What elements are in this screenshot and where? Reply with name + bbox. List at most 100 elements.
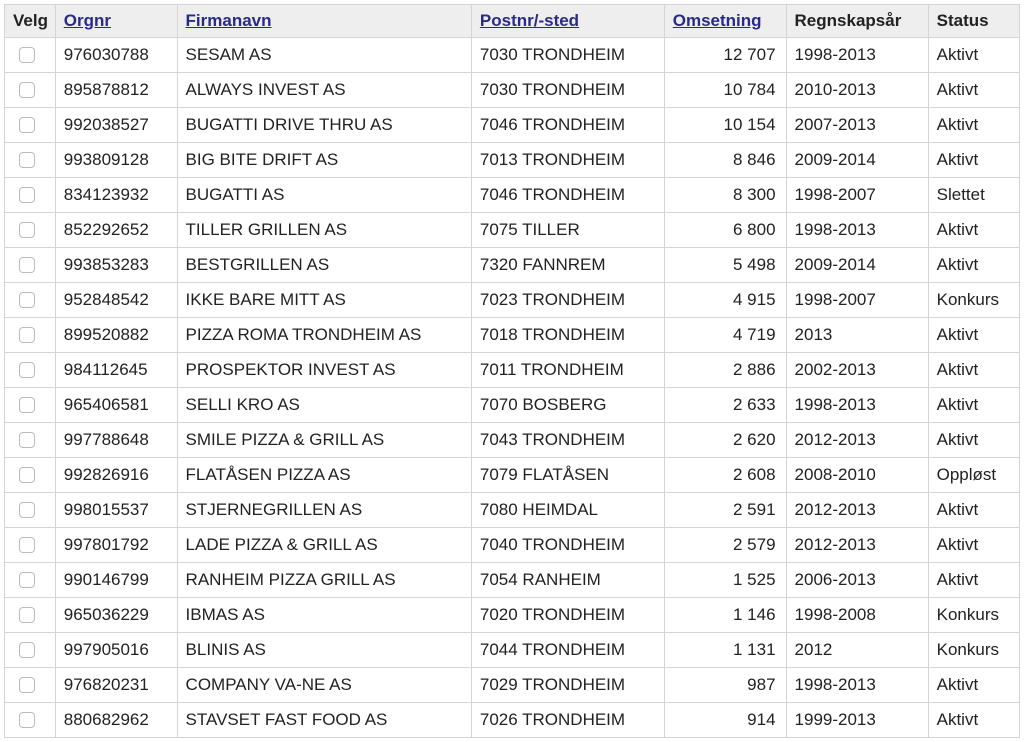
omsetning-cell: 987 xyxy=(664,668,786,703)
postnr-cell: 7079 FLATÅSEN xyxy=(471,458,664,493)
table-row: 992038527BUGATTI DRIVE THRU AS7046 TROND… xyxy=(5,108,1020,143)
select-checkbox[interactable] xyxy=(19,502,35,518)
omsetning-cell: 1 131 xyxy=(664,633,786,668)
regnskap-cell: 2007-2013 xyxy=(786,108,928,143)
omsetning-cell: 8 300 xyxy=(664,178,786,213)
table-row: 952848542IKKE BARE MITT AS7023 TRONDHEIM… xyxy=(5,283,1020,318)
postnr-cell: 7054 RANHEIM xyxy=(471,563,664,598)
status-cell: Aktivt xyxy=(928,493,1019,528)
regnskap-cell: 1998-2008 xyxy=(786,598,928,633)
select-checkbox[interactable] xyxy=(19,187,35,203)
select-checkbox[interactable] xyxy=(19,712,35,728)
regnskap-cell: 2008-2010 xyxy=(786,458,928,493)
regnskap-cell: 2012-2013 xyxy=(786,528,928,563)
orgnr-cell: 852292652 xyxy=(55,213,177,248)
select-checkbox[interactable] xyxy=(19,327,35,343)
col-status: Status xyxy=(928,5,1019,38)
regnskap-cell: 2006-2013 xyxy=(786,563,928,598)
regnskap-cell: 1998-2007 xyxy=(786,178,928,213)
select-checkbox[interactable] xyxy=(19,397,35,413)
col-postnr[interactable]: Postnr/-sted xyxy=(471,5,664,38)
status-cell: Slettet xyxy=(928,178,1019,213)
postnr-cell: 7320 FANNREM xyxy=(471,248,664,283)
table-row: 976030788SESAM AS7030 TRONDHEIM12 707199… xyxy=(5,38,1020,73)
orgnr-cell: 834123932 xyxy=(55,178,177,213)
status-cell: Aktivt xyxy=(928,213,1019,248)
regnskap-cell: 1999-2013 xyxy=(786,703,928,738)
firmanavn-cell: SESAM AS xyxy=(177,38,471,73)
col-velg: Velg xyxy=(5,5,56,38)
select-checkbox[interactable] xyxy=(19,222,35,238)
select-checkbox[interactable] xyxy=(19,292,35,308)
select-cell xyxy=(5,108,56,143)
col-omsetning[interactable]: Omsetning xyxy=(664,5,786,38)
orgnr-cell: 993809128 xyxy=(55,143,177,178)
firmanavn-cell: STAVSET FAST FOOD AS xyxy=(177,703,471,738)
select-checkbox[interactable] xyxy=(19,677,35,693)
select-cell xyxy=(5,703,56,738)
orgnr-cell: 992038527 xyxy=(55,108,177,143)
postnr-cell: 7046 TRONDHEIM xyxy=(471,178,664,213)
orgnr-cell: 895878812 xyxy=(55,73,177,108)
select-cell xyxy=(5,563,56,598)
select-checkbox[interactable] xyxy=(19,607,35,623)
status-cell: Aktivt xyxy=(928,318,1019,353)
select-checkbox[interactable] xyxy=(19,257,35,273)
firmanavn-cell: IBMAS AS xyxy=(177,598,471,633)
select-cell xyxy=(5,598,56,633)
omsetning-cell: 2 579 xyxy=(664,528,786,563)
omsetning-cell: 4 719 xyxy=(664,318,786,353)
regnskap-cell: 2009-2014 xyxy=(786,143,928,178)
status-cell: Aktivt xyxy=(928,528,1019,563)
table-row: 990146799RANHEIM PIZZA GRILL AS7054 RANH… xyxy=(5,563,1020,598)
col-orgnr[interactable]: Orgnr xyxy=(55,5,177,38)
status-cell: Aktivt xyxy=(928,108,1019,143)
omsetning-cell: 10 784 xyxy=(664,73,786,108)
firmanavn-cell: FLATÅSEN PIZZA AS xyxy=(177,458,471,493)
select-checkbox[interactable] xyxy=(19,47,35,63)
postnr-cell: 7018 TRONDHEIM xyxy=(471,318,664,353)
omsetning-cell: 2 608 xyxy=(664,458,786,493)
firmanavn-cell: STJERNEGRILLEN AS xyxy=(177,493,471,528)
select-checkbox[interactable] xyxy=(19,467,35,483)
status-cell: Konkurs xyxy=(928,283,1019,318)
select-checkbox[interactable] xyxy=(19,432,35,448)
postnr-cell: 7075 TILLER xyxy=(471,213,664,248)
col-firmanavn[interactable]: Firmanavn xyxy=(177,5,471,38)
select-cell xyxy=(5,493,56,528)
regnskap-cell: 2012-2013 xyxy=(786,423,928,458)
status-cell: Aktivt xyxy=(928,388,1019,423)
omsetning-cell: 2 886 xyxy=(664,353,786,388)
status-cell: Aktivt xyxy=(928,703,1019,738)
firmanavn-cell: COMPANY VA-NE AS xyxy=(177,668,471,703)
postnr-cell: 7026 TRONDHEIM xyxy=(471,703,664,738)
select-cell xyxy=(5,38,56,73)
select-checkbox[interactable] xyxy=(19,642,35,658)
select-checkbox[interactable] xyxy=(19,82,35,98)
select-cell xyxy=(5,318,56,353)
postnr-cell: 7023 TRONDHEIM xyxy=(471,283,664,318)
table-row: 997905016BLINIS AS7044 TRONDHEIM1 131201… xyxy=(5,633,1020,668)
postnr-cell: 7020 TRONDHEIM xyxy=(471,598,664,633)
table-row: 993809128BIG BITE DRIFT AS7013 TRONDHEIM… xyxy=(5,143,1020,178)
select-cell xyxy=(5,458,56,493)
select-checkbox[interactable] xyxy=(19,152,35,168)
omsetning-cell: 8 846 xyxy=(664,143,786,178)
postnr-cell: 7040 TRONDHEIM xyxy=(471,528,664,563)
table-row: 976820231COMPANY VA-NE AS7029 TRONDHEIM9… xyxy=(5,668,1020,703)
table-row: 852292652TILLER GRILLEN AS7075 TILLER6 8… xyxy=(5,213,1020,248)
select-checkbox[interactable] xyxy=(19,572,35,588)
omsetning-cell: 1 146 xyxy=(664,598,786,633)
select-checkbox[interactable] xyxy=(19,537,35,553)
omsetning-cell: 6 800 xyxy=(664,213,786,248)
postnr-cell: 7043 TRONDHEIM xyxy=(471,423,664,458)
firmanavn-cell: IKKE BARE MITT AS xyxy=(177,283,471,318)
company-table: Velg Orgnr Firmanavn Postnr/-sted Omsetn… xyxy=(4,4,1020,738)
select-checkbox[interactable] xyxy=(19,362,35,378)
postnr-cell: 7029 TRONDHEIM xyxy=(471,668,664,703)
status-cell: Konkurs xyxy=(928,598,1019,633)
select-checkbox[interactable] xyxy=(19,117,35,133)
col-regnskap: Regnskapsår xyxy=(786,5,928,38)
status-cell: Aktivt xyxy=(928,38,1019,73)
table-row: 895878812ALWAYS INVEST AS7030 TRONDHEIM1… xyxy=(5,73,1020,108)
